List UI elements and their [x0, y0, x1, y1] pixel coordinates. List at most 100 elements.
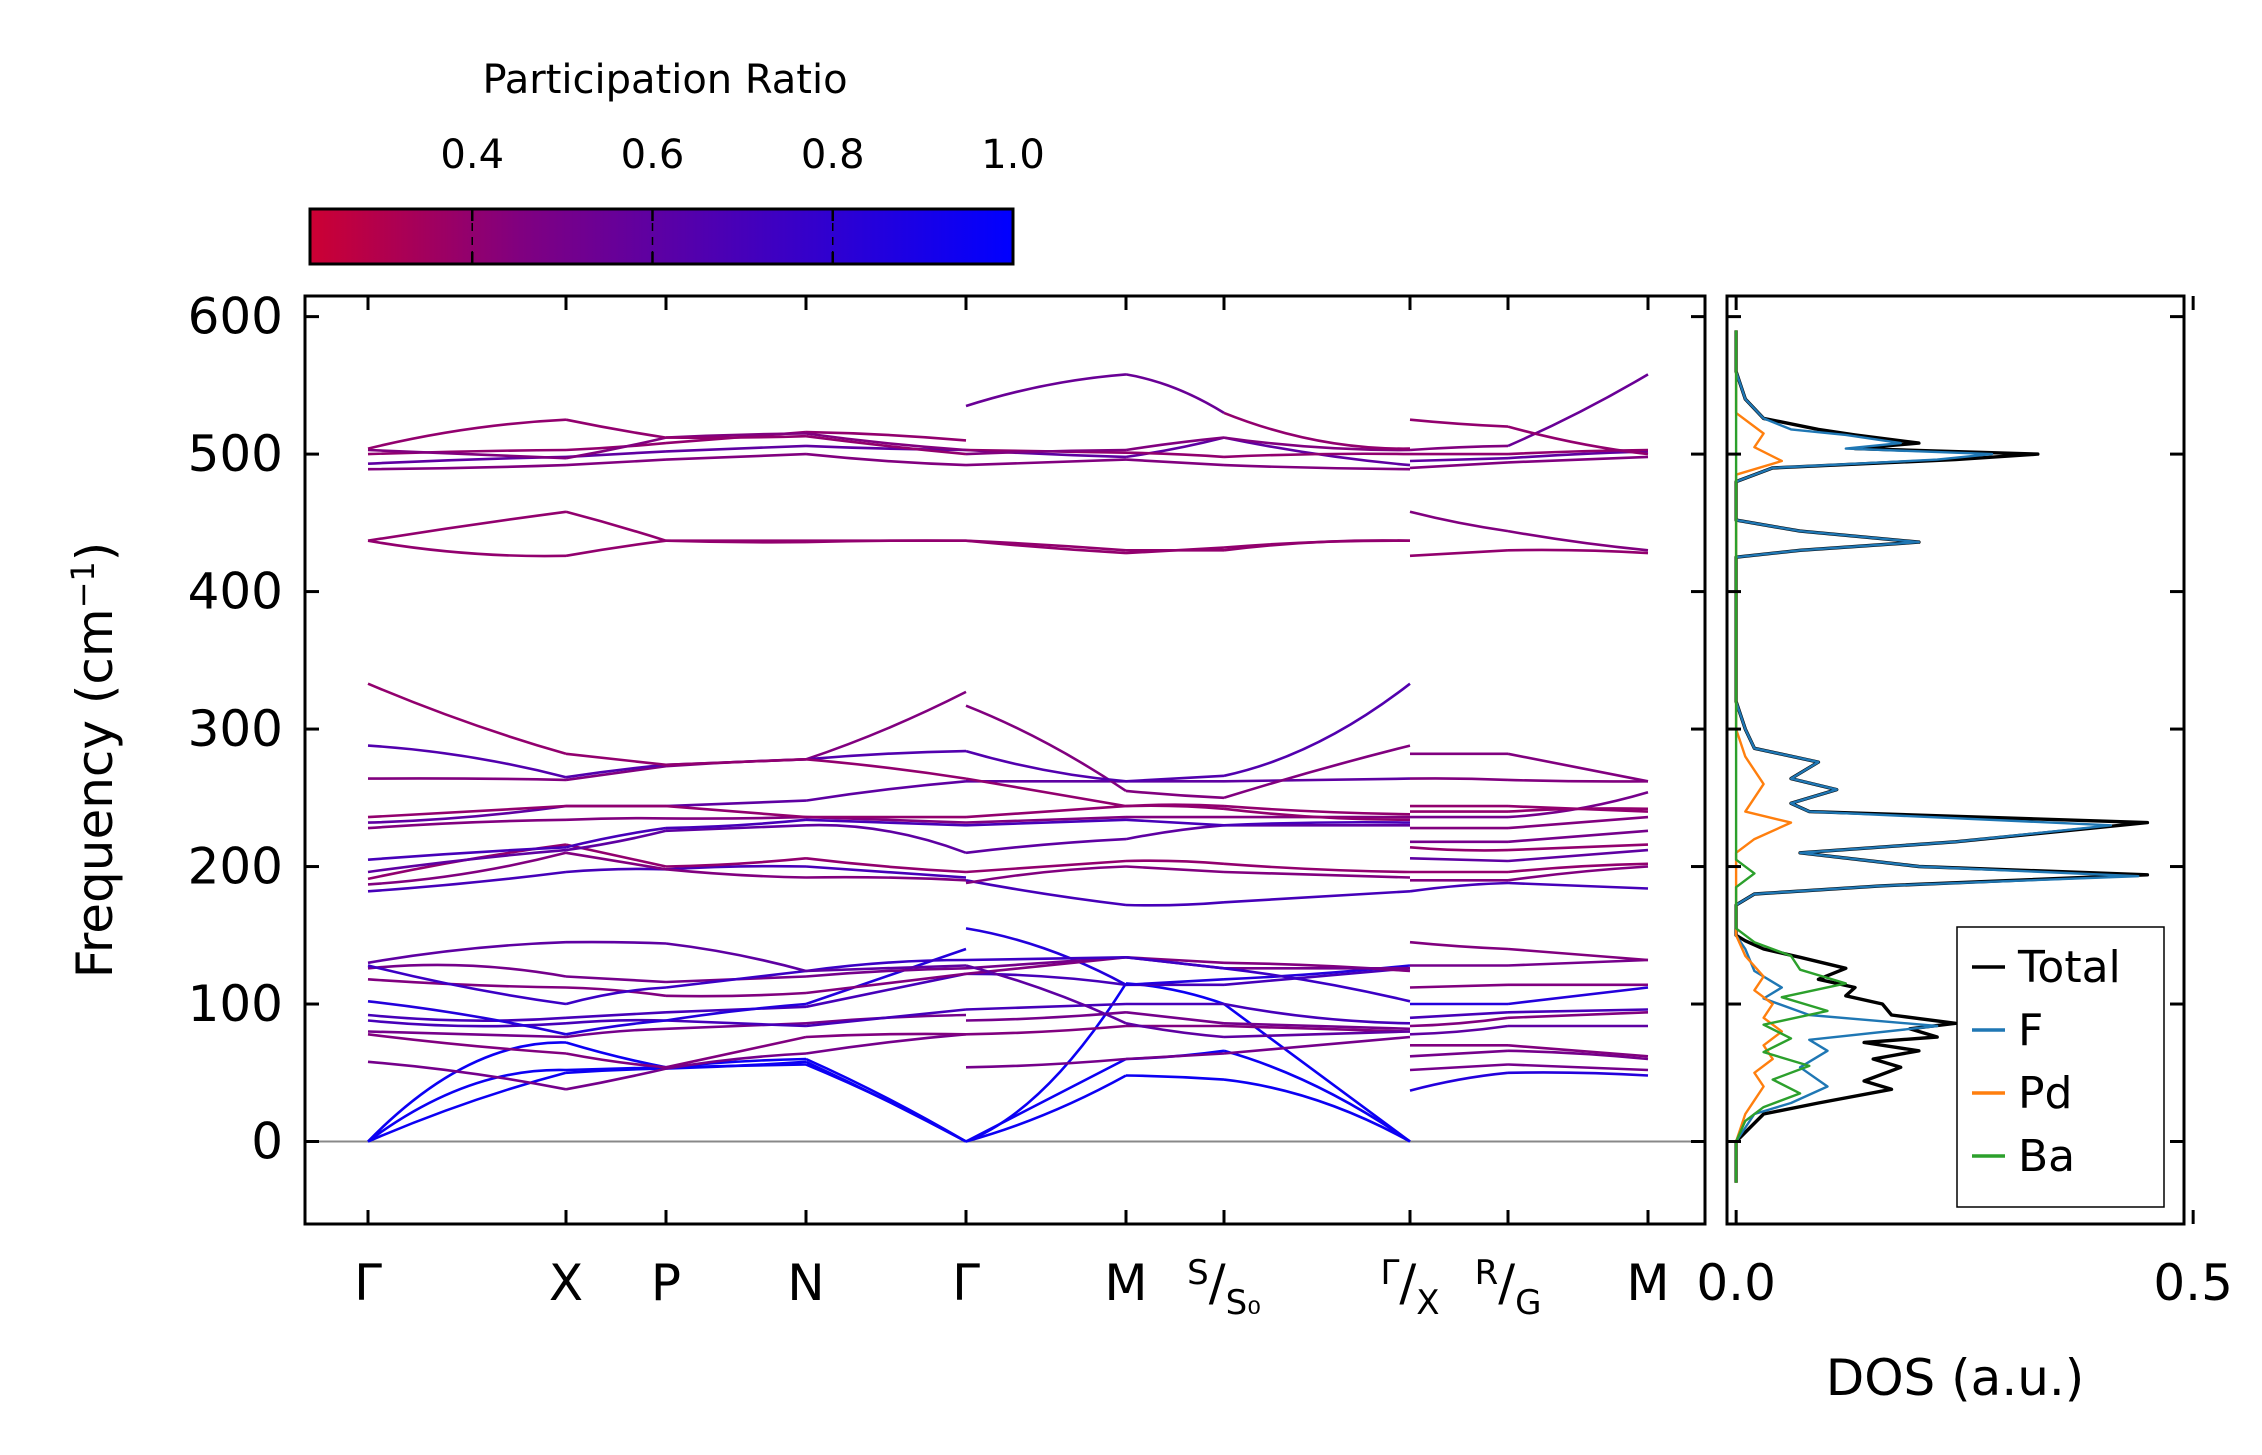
phonon-band [1223, 961, 1411, 973]
y-axis-label-exponent: −1 [64, 561, 102, 608]
phonon-band [1125, 1011, 1225, 1025]
phonon-band [1409, 777, 1509, 782]
phonon-band [805, 972, 967, 995]
phonon-band [1125, 859, 1225, 866]
phonon-band [1409, 1071, 1509, 1092]
phonon-band [565, 1041, 667, 1069]
phonon-band [1507, 448, 1649, 456]
phonon-band [1125, 824, 1225, 841]
phonon-band [367, 1060, 567, 1091]
phonon-band [1507, 455, 1649, 464]
phonon-band [565, 539, 667, 558]
phonon-band [665, 1005, 807, 1014]
phonon-band [965, 458, 1127, 467]
phonon-band [1125, 818, 1225, 827]
phonon-band [1507, 791, 1649, 819]
phonon-band [367, 1071, 567, 1143]
k-point-label: S/S₀ [1187, 1253, 1261, 1323]
phonon-band [665, 758, 807, 767]
phonon-band [965, 1024, 1127, 1036]
phonon-band [565, 763, 667, 779]
phonon-band [805, 452, 967, 467]
phonon-band [1223, 862, 1411, 874]
phonon-band [1125, 451, 1225, 459]
phonon-band [1507, 1071, 1649, 1077]
legend-label: Ba [2018, 1131, 2075, 1182]
phonon-band [565, 1019, 667, 1036]
phonon-band [1223, 890, 1411, 904]
phonon-band [367, 1030, 567, 1039]
k-point-label: M [1626, 1254, 1669, 1312]
colorbar-tick-label: 0.4 [440, 132, 504, 178]
phonon-band [565, 1027, 667, 1039]
phonon-band [1409, 1049, 1509, 1058]
k-point-label: R/G [1475, 1253, 1542, 1323]
dos-x-tick-label: 0.0 [1696, 1254, 1776, 1312]
phonon-band [1223, 411, 1411, 450]
phonon-band [565, 1067, 667, 1091]
k-point-label-sub: X [1416, 1283, 1439, 1323]
phonon-band [1507, 752, 1649, 783]
phonon-band [665, 1022, 807, 1031]
dos-x-axis-label: DOS (a.u.) [1826, 1349, 2085, 1407]
phonon-band [367, 804, 567, 824]
phonon-band [805, 1063, 967, 1143]
legend-label: Total [2017, 942, 2121, 993]
dos-lines [1734, 330, 2150, 1183]
phonon-band [1409, 1063, 1509, 1072]
phonon-band [805, 1033, 967, 1055]
y-axis-label-close: ) [66, 542, 124, 562]
phonon-band [1125, 978, 1225, 987]
phonon-band [1125, 1074, 1225, 1081]
y-tick-label: 400 [188, 563, 283, 621]
colorbar-frame [308, 207, 1015, 266]
phonon-band [565, 418, 667, 439]
dos-panel: 0.0 0.5 DOS (a.u.) Total F Pd Ba [1696, 294, 2233, 1407]
phonon-band [1507, 848, 1649, 863]
phonon-band [1409, 456, 1509, 463]
k-point-label-main: / [1209, 1254, 1226, 1312]
phonon-band [1409, 1011, 1509, 1020]
phonon-band [367, 418, 567, 450]
phonon-band [665, 444, 807, 453]
dos-plot-frame [1725, 294, 2186, 1226]
phonon-band [1507, 865, 1649, 882]
phonon-band [367, 818, 567, 830]
phonon-band [805, 967, 967, 978]
phonon-band [965, 777, 1127, 808]
phonon-band [367, 804, 567, 819]
phonon-band [1125, 458, 1225, 467]
phonon-band [965, 972, 1127, 987]
phonon-band [367, 539, 567, 558]
phonon-band [965, 956, 1127, 962]
phonon-band [1125, 956, 1225, 970]
legend-box [1956, 926, 2165, 1208]
phonon-band [565, 752, 667, 767]
phonon-band [1223, 820, 1411, 827]
phonon-band [965, 749, 1127, 783]
phonon-band [1507, 1049, 1649, 1061]
colorbar-gradient [310, 209, 1013, 264]
phonon-band [1223, 436, 1411, 452]
phonon-band [1223, 1002, 1411, 1143]
phonon-band [1125, 436, 1225, 452]
phonon-band [1507, 529, 1649, 552]
phonon-band [565, 816, 667, 822]
phonon-band [965, 804, 1127, 819]
phonon-band [1409, 1016, 1509, 1028]
phonon-band [965, 859, 1127, 874]
y-tick-label: 600 [188, 288, 283, 346]
phonon-band [1409, 510, 1509, 533]
k-point-label: X [549, 1254, 583, 1312]
k-point-label-main: / [1399, 1254, 1416, 1312]
phonon-band [1507, 958, 1649, 967]
k-point-label-sup: S [1187, 1253, 1209, 1293]
phonon-band [965, 927, 1127, 986]
phonon-band [965, 448, 1127, 456]
phonon-band [367, 777, 567, 782]
k-point-label: N [787, 1254, 824, 1312]
phonon-band [1125, 373, 1225, 415]
phonon-band [565, 986, 667, 998]
y-tick-label: 100 [188, 975, 283, 1033]
